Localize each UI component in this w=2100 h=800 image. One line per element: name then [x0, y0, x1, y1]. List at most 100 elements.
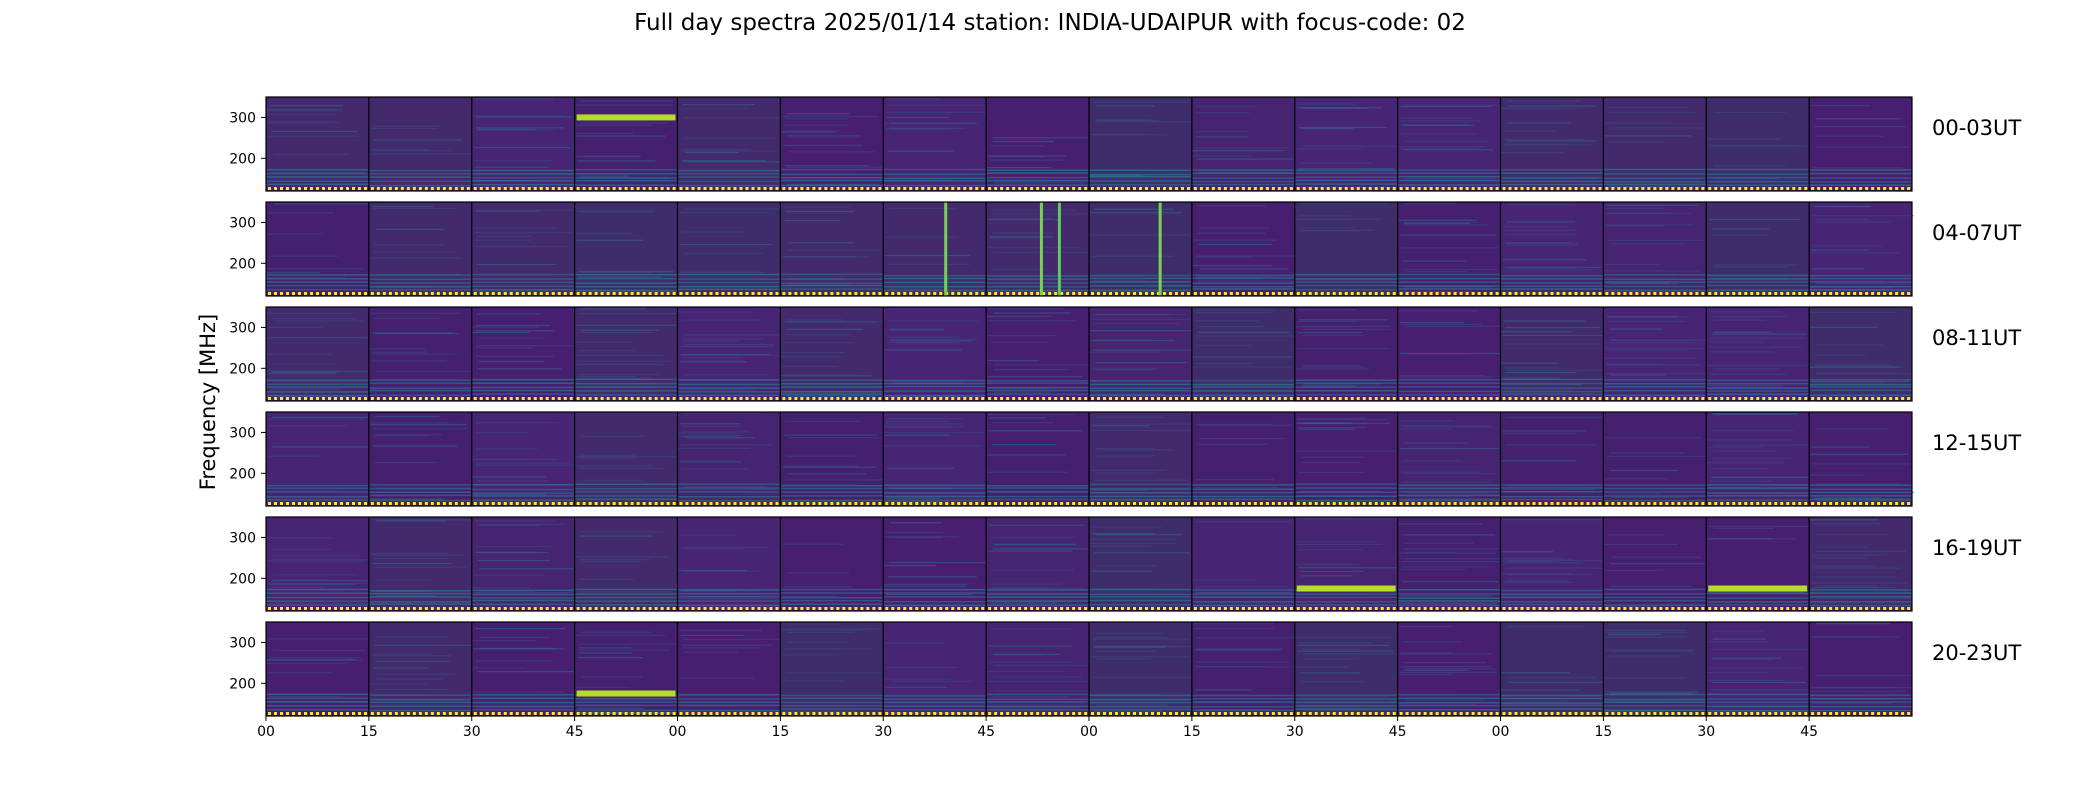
spectral-line: [1294, 698, 1398, 700]
baseline-dot: [606, 397, 610, 400]
baseline-dot: [703, 502, 707, 505]
spectral-line: [786, 134, 860, 137]
baseline-dot: [927, 292, 931, 295]
baseline-dot: [292, 607, 295, 610]
spectral-line: [677, 496, 781, 498]
spectral-line: [1095, 455, 1156, 457]
baseline-dot: [1744, 607, 1748, 610]
baseline-dot: [286, 502, 289, 505]
spectral-line: [1706, 592, 1810, 595]
spectral-line: [1502, 138, 1585, 140]
spectral-line: [266, 596, 369, 599]
baseline-dot: [1726, 607, 1730, 610]
baseline-dot: [1653, 607, 1657, 610]
spectral-line: [1608, 320, 1686, 322]
baseline-dot: [939, 397, 943, 400]
spectral-line: [785, 374, 858, 376]
spectral-line: [986, 487, 1089, 489]
spectral-line: [1500, 107, 1577, 109]
baseline-dot: [1641, 502, 1645, 505]
spectral-line: [684, 651, 739, 653]
spectrum-panel: [677, 622, 781, 716]
spectral-line: [1089, 495, 1192, 498]
spectral-line: [780, 273, 884, 276]
spectral-line: [986, 709, 1089, 711]
baseline-dot: [1429, 187, 1433, 190]
baseline-dot: [1084, 712, 1088, 715]
spectral-line: [1296, 347, 1391, 350]
spectral-line: [1711, 430, 1794, 432]
baseline-dot: [891, 292, 895, 295]
baseline-dot: [1000, 607, 1004, 610]
spectral-line: [683, 161, 786, 163]
baseline-dot: [1592, 712, 1596, 715]
spectral-line: [368, 709, 472, 712]
spectral-line: [1815, 497, 1881, 499]
spectral-line: [883, 177, 987, 179]
spectral-line: [1404, 149, 1495, 151]
spectral-line: [266, 491, 369, 493]
baseline-dot: [1562, 712, 1566, 715]
baseline-dot: [648, 502, 652, 505]
baseline-dot: [594, 712, 598, 715]
spectral-line: [1297, 331, 1363, 334]
spectral-line: [883, 445, 982, 447]
spectral-line: [1712, 657, 1782, 659]
baseline-dot: [1526, 292, 1530, 295]
baseline-dot: [527, 712, 531, 715]
spectral-line: [1809, 592, 1912, 594]
baseline-dot: [1629, 712, 1633, 715]
baseline-dot: [1181, 607, 1184, 610]
spectral-line: [1504, 225, 1569, 228]
baseline-dot: [975, 292, 979, 295]
baseline-dot: [1048, 187, 1052, 190]
spectral-line: [1405, 286, 1495, 288]
baseline-dot: [1259, 712, 1263, 715]
spectral-line: [1095, 101, 1189, 103]
baseline-dot: [322, 607, 325, 610]
baseline-dot: [1296, 607, 1300, 610]
spectral-line: [576, 686, 631, 688]
spectral-line: [477, 480, 550, 482]
baseline-dot: [1471, 292, 1475, 295]
spectrum-panel: [1500, 412, 1604, 506]
row-label: 12-15UT: [1932, 431, 2021, 455]
baseline-dot: [927, 712, 931, 715]
spectral-line: [574, 173, 678, 175]
baseline-dot: [1356, 292, 1360, 295]
spectral-line: [1603, 588, 1707, 591]
spectrum-panel: [780, 517, 884, 611]
spectral-line: [1816, 428, 1889, 430]
baseline-dot: [612, 397, 616, 400]
spectral-line: [1709, 480, 1774, 482]
baseline-dot: [1811, 607, 1815, 610]
spectral-line: [780, 597, 884, 599]
spectrum-panel: [1191, 412, 1295, 506]
baseline-dot: [1259, 292, 1263, 295]
spectral-line: [1294, 172, 1398, 174]
baseline-dot: [1259, 397, 1263, 400]
baseline-dot: [1804, 607, 1808, 610]
spectral-line: [784, 165, 869, 167]
spectral-line: [883, 287, 942, 289]
baseline-dot: [1217, 502, 1221, 505]
spectral-line: [1191, 172, 1295, 175]
spectral-line: [677, 709, 781, 712]
spectral-line: [371, 562, 452, 565]
spectrum-panel: [1191, 202, 1295, 296]
baseline-dot: [557, 292, 561, 295]
spectral-line: [266, 394, 369, 397]
baseline-dot: [1163, 607, 1166, 610]
baseline-dot: [1532, 292, 1536, 295]
spectral-line: [1093, 479, 1189, 481]
baseline-dot: [1054, 397, 1058, 400]
baseline-dot: [1271, 292, 1275, 295]
spectrum-panel: [266, 97, 369, 191]
spectral-line: [1713, 111, 1786, 114]
baseline-dot: [1520, 292, 1524, 295]
baseline-dot: [782, 502, 786, 505]
baseline-dot: [1865, 292, 1869, 295]
baseline-dot: [1714, 712, 1718, 715]
baseline-dot: [1435, 292, 1439, 295]
